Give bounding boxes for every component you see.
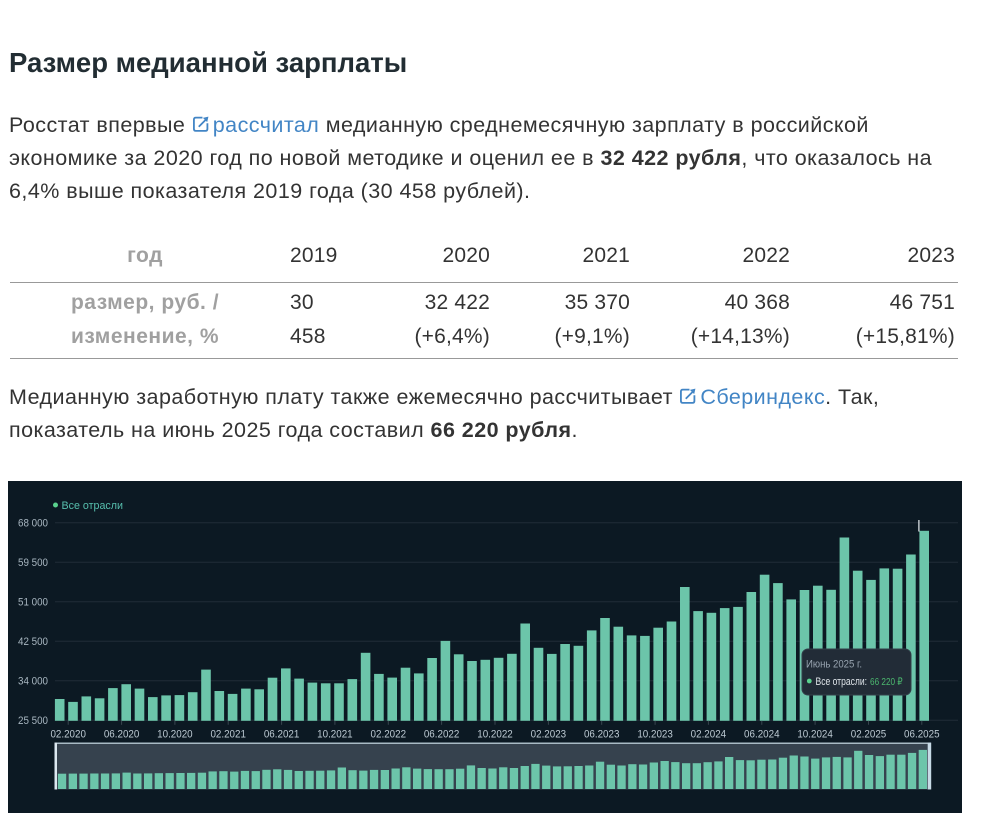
svg-text:59 500: 59 500 bbox=[18, 557, 48, 569]
svg-text:10.2023: 10.2023 bbox=[637, 729, 673, 741]
svg-text:10.2024: 10.2024 bbox=[797, 729, 833, 741]
svg-text:42 500: 42 500 bbox=[18, 636, 48, 648]
svg-text:Все отрасли: Все отрасли bbox=[62, 500, 124, 512]
svg-text:02.2025: 02.2025 bbox=[851, 729, 887, 741]
svg-text:02.2024: 02.2024 bbox=[691, 729, 727, 741]
svg-text:68 000: 68 000 bbox=[18, 517, 48, 529]
svg-text:Июнь 2025 г.: Июнь 2025 г. bbox=[806, 659, 862, 671]
svg-text:06.2024: 06.2024 bbox=[744, 729, 780, 741]
svg-text:06.2025: 06.2025 bbox=[904, 729, 940, 741]
svg-text:02.2022: 02.2022 bbox=[371, 729, 407, 741]
svg-text:Все отрасли:: Все отрасли: bbox=[816, 676, 868, 688]
svg-text:66 220 ₽: 66 220 ₽ bbox=[870, 676, 903, 688]
svg-text:06.2022: 06.2022 bbox=[424, 729, 460, 741]
svg-text:02.2021: 02.2021 bbox=[210, 729, 246, 741]
svg-text:02.2023: 02.2023 bbox=[531, 729, 567, 741]
svg-text:34 000: 34 000 bbox=[18, 675, 48, 687]
svg-text:06.2021: 06.2021 bbox=[264, 729, 300, 741]
svg-text:25 500: 25 500 bbox=[18, 715, 48, 727]
svg-text:10.2020: 10.2020 bbox=[157, 729, 193, 741]
svg-text:06.2020: 06.2020 bbox=[104, 729, 140, 741]
svg-text:51 000: 51 000 bbox=[18, 596, 48, 608]
svg-text:06.2023: 06.2023 bbox=[584, 729, 620, 741]
svg-text:02.2020: 02.2020 bbox=[50, 729, 86, 741]
svg-text:10.2022: 10.2022 bbox=[477, 729, 513, 741]
svg-text:10.2021: 10.2021 bbox=[317, 729, 353, 741]
